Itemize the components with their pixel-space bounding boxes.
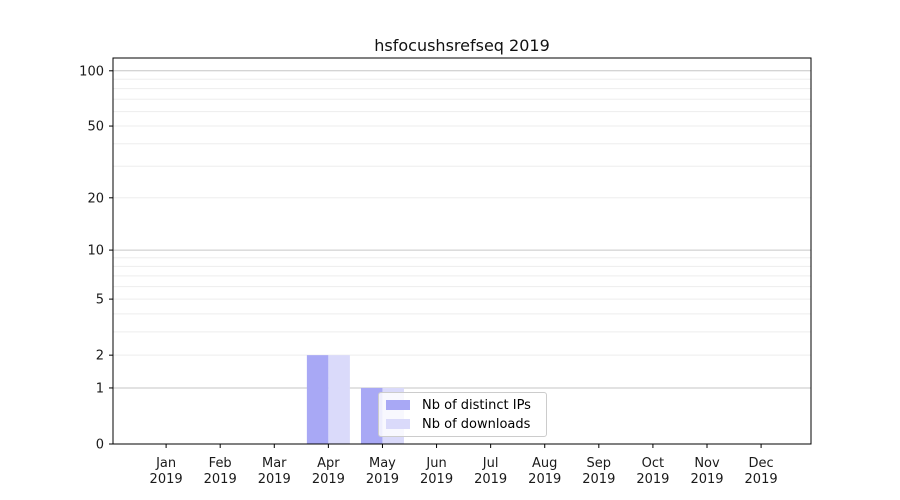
x-tick-label-month: May [369,456,396,471]
x-tick-label-month: Apr [317,456,340,471]
legend-label-downloads: Nb of downloads [422,416,531,432]
y-tick-label: 20 [87,191,104,206]
legend-label-distinct-ips: Nb of distinct IPs [422,397,531,413]
x-tick-label-year: 2019 [312,472,345,487]
x-tick-label-month: Feb [209,456,232,471]
y-tick-label: 10 [87,244,104,259]
x-tick-label-year: 2019 [474,472,507,487]
x-tick-label-month: Oct [642,456,664,471]
legend-item-distinct-ips: Nb of distinct IPs [386,398,546,412]
x-tick-label-year: 2019 [420,472,453,487]
y-tick-label: 2 [96,349,104,364]
x-tick-label-year: 2019 [366,472,399,487]
x-tick-label-year: 2019 [150,472,183,487]
y-tick-label: 100 [79,64,104,79]
bar-downloads [328,355,350,444]
x-tick-label-year: 2019 [745,472,778,487]
bar-distinct-ips [306,355,329,444]
x-tick-label-month: Jan [155,456,176,471]
chart-title: hsfocushsrefseq 2019 [374,36,550,55]
legend-swatch-downloads [386,419,410,429]
x-tick-label-year: 2019 [204,472,237,487]
x-tick-label-month: Sep [587,456,612,471]
x-tick-label-year: 2019 [582,472,615,487]
y-tick-label: 5 [96,293,104,308]
x-tick-label-month: Mar [262,456,287,471]
x-tick-label-month: Jun [425,456,446,471]
x-tick-label-year: 2019 [690,472,723,487]
y-tick-label: 1 [96,381,104,396]
bar-distinct-ips [360,387,383,444]
x-tick-label-year: 2019 [636,472,669,487]
x-tick-label-year: 2019 [528,472,561,487]
legend-item-downloads: Nb of downloads [386,417,546,431]
x-tick-label-month: Aug [532,456,557,471]
y-tick-label: 0 [96,438,104,453]
x-tick-label-month: Nov [694,456,720,471]
legend-swatch-distinct-ips [386,400,410,410]
y-tick-label: 50 [87,120,104,135]
plot-border [112,57,812,445]
x-tick-label-year: 2019 [258,472,291,487]
x-tick-label-month: Jul [482,456,499,471]
x-tick-label-month: Dec [749,456,774,471]
legend: Nb of distinct IPs Nb of downloads [378,392,547,437]
